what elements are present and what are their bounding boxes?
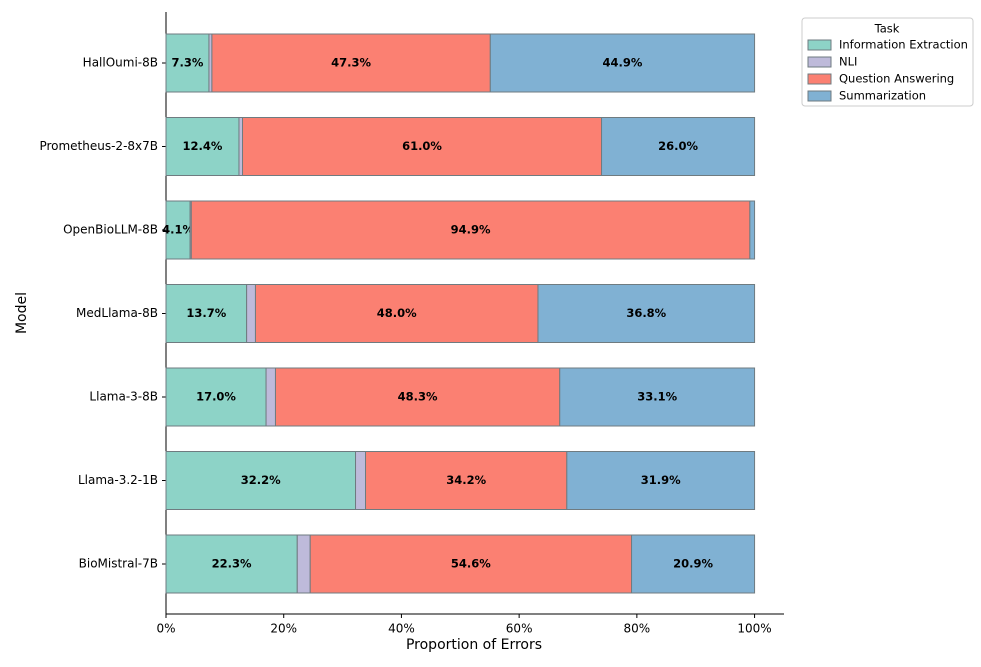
y-axis-label: Model xyxy=(14,292,30,334)
bar-segment xyxy=(265,367,276,427)
x-tick-label: 0% xyxy=(156,622,175,636)
bar-segment xyxy=(165,117,240,176)
data-label: 61.0% xyxy=(402,139,442,153)
bar-segment xyxy=(566,451,756,510)
legend-swatch xyxy=(807,39,832,51)
x-tick-label: 40% xyxy=(388,622,415,636)
bar-segment xyxy=(211,33,491,93)
bar-segment xyxy=(749,200,756,260)
data-label: 48.3% xyxy=(398,390,438,404)
legend-swatch xyxy=(807,56,832,68)
data-label: 4.1% xyxy=(162,223,194,237)
legend-title: Task xyxy=(874,22,900,36)
data-label: 20.9% xyxy=(673,557,713,571)
y-tick-label: HallOumi-8B xyxy=(83,56,158,70)
data-label: 12.4% xyxy=(183,139,223,153)
bar-segment xyxy=(165,33,210,93)
y-tick-label: OpenBioLLM-8B xyxy=(63,223,158,237)
data-label: 7.3% xyxy=(172,56,204,70)
x-axis-label: Proportion of Errors xyxy=(406,637,542,653)
x-tick-label: 20% xyxy=(270,622,297,636)
bar-segment xyxy=(165,284,248,343)
legend-label: NLI xyxy=(839,55,857,69)
data-label: 48.0% xyxy=(377,306,417,320)
data-label: 31.9% xyxy=(641,473,681,487)
data-label: 22.3% xyxy=(212,557,252,571)
legend-swatch xyxy=(807,73,832,85)
bar-segment xyxy=(365,451,568,510)
legend-label: Summarization xyxy=(839,89,926,103)
bar-segment xyxy=(165,367,267,427)
bar-segment xyxy=(254,284,539,343)
y-tick-label: Llama-3.2-1B xyxy=(78,473,158,487)
bar-segment xyxy=(190,200,751,260)
legend-label: Information Extraction xyxy=(839,38,968,52)
data-label: 26.0% xyxy=(658,139,698,153)
data-label: 32.2% xyxy=(241,473,281,487)
bar-segment xyxy=(274,367,561,427)
x-tick-label: 80% xyxy=(624,622,651,636)
bar-segment xyxy=(165,534,298,594)
data-label: 47.3% xyxy=(331,56,371,70)
legend-swatch xyxy=(807,90,832,102)
data-label: 36.8% xyxy=(626,306,666,320)
x-tick-label: 60% xyxy=(506,622,533,636)
bar-segment xyxy=(242,117,603,176)
data-label: 44.9% xyxy=(602,56,642,70)
data-label: 34.2% xyxy=(446,473,486,487)
bar-segment xyxy=(489,33,756,93)
data-label: 17.0% xyxy=(196,390,236,404)
legend-label: Question Answering xyxy=(839,72,954,86)
bar-segment xyxy=(296,534,311,594)
data-label: 13.7% xyxy=(186,306,226,320)
y-tick-label: BioMistral-7B xyxy=(79,557,158,571)
data-label: 54.6% xyxy=(451,557,491,571)
legend-box xyxy=(801,17,974,107)
bar-segment xyxy=(238,117,244,176)
bar-segment xyxy=(355,451,367,510)
y-tick-label: MedLlama-8B xyxy=(76,306,158,320)
bar-segment xyxy=(631,534,756,594)
bar-segment xyxy=(537,284,756,343)
bar-segment xyxy=(165,451,357,510)
data-label: 94.9% xyxy=(451,223,491,237)
bar-segment xyxy=(165,200,191,260)
bar-segment xyxy=(246,284,256,343)
x-tick-label: 100% xyxy=(737,622,771,636)
data-label: 33.1% xyxy=(637,390,677,404)
y-tick-label: Llama-3-8B xyxy=(89,390,158,404)
bar-segment xyxy=(559,367,756,427)
bar-segment xyxy=(601,117,756,176)
y-tick-label: Prometheus-2-8x7B xyxy=(39,139,158,153)
bar-segment xyxy=(309,534,633,594)
